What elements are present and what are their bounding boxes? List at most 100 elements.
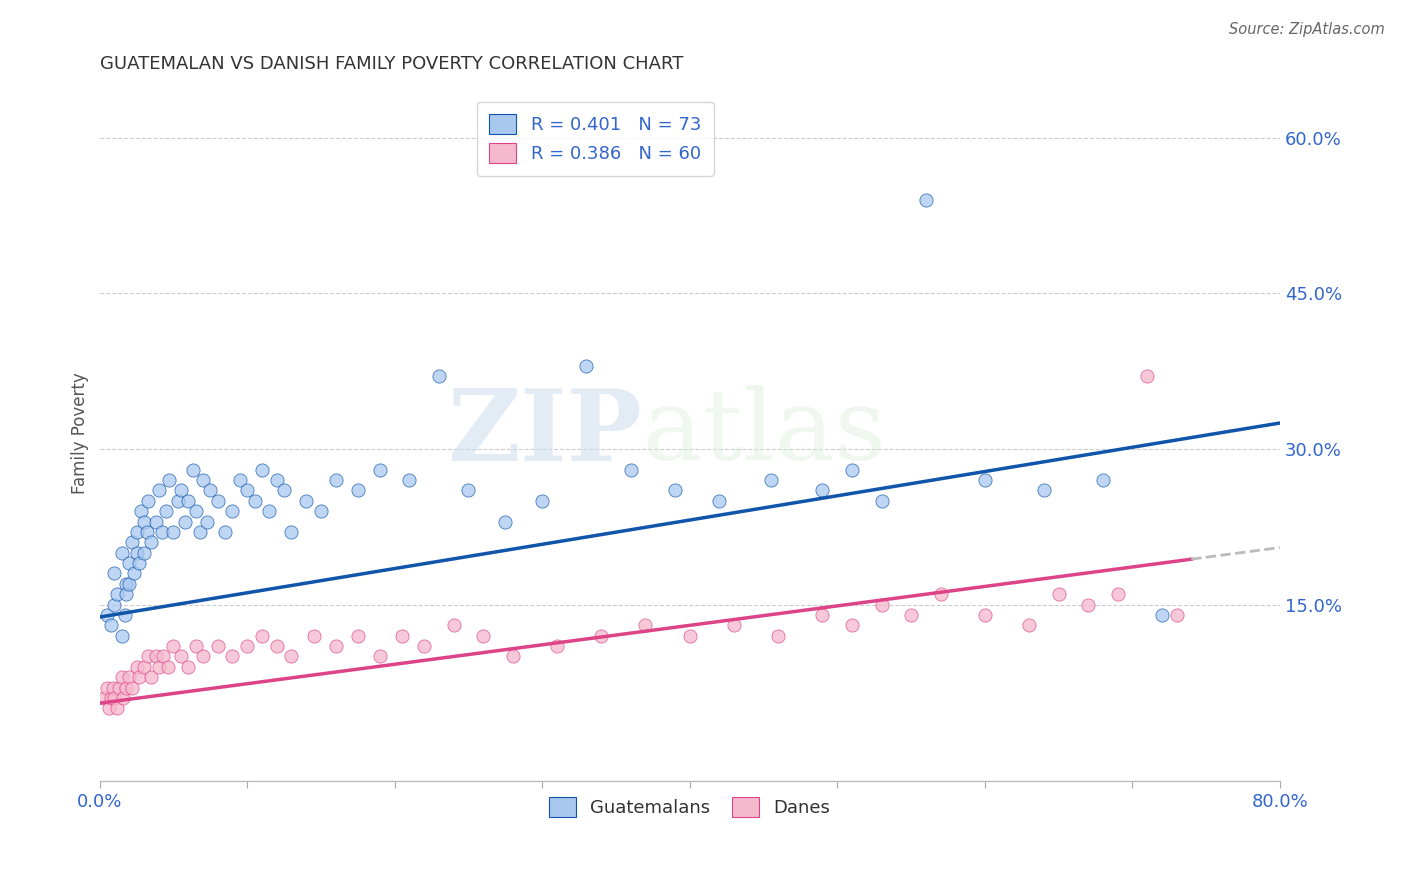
Point (427, 369, 450, 384)
Point (1136, 369, 1159, 384)
Point (114, 607, 136, 622)
Point (132, 660, 155, 674)
Point (93, 690, 115, 705)
Point (97, 701, 120, 715)
Point (141, 535, 163, 549)
Point (156, 660, 179, 674)
Point (679, 629, 702, 643)
Point (103, 690, 125, 705)
Point (973, 607, 995, 622)
Point (900, 607, 922, 622)
Point (111, 629, 134, 643)
Point (914, 193, 936, 207)
Point (841, 463, 863, 477)
Point (325, 639, 347, 653)
Point (191, 649, 214, 664)
Text: Source: ZipAtlas.com: Source: ZipAtlas.com (1229, 22, 1385, 37)
Text: GUATEMALAN VS DANISH FAMILY POVERTY CORRELATION CHART: GUATEMALAN VS DANISH FAMILY POVERTY CORR… (100, 55, 683, 73)
Point (973, 473, 995, 487)
Point (155, 504, 177, 518)
Point (811, 607, 834, 622)
Point (195, 515, 218, 529)
Point (221, 504, 243, 518)
Point (150, 524, 173, 539)
Point (170, 649, 193, 664)
Point (398, 473, 420, 487)
Point (546, 639, 568, 653)
Point (132, 515, 155, 529)
Point (1032, 483, 1054, 498)
Point (96, 681, 118, 695)
Point (1077, 598, 1099, 612)
Point (115, 587, 138, 601)
Point (103, 566, 125, 581)
Point (229, 473, 252, 487)
Point (125, 524, 148, 539)
Point (811, 483, 834, 498)
Point (870, 493, 893, 508)
Point (266, 473, 288, 487)
Point (166, 493, 188, 508)
Point (368, 463, 391, 477)
Point (162, 639, 184, 653)
Point (236, 483, 259, 498)
Point (443, 618, 465, 632)
Point (200, 483, 222, 498)
Point (121, 535, 143, 549)
Point (250, 629, 273, 643)
Point (1091, 473, 1114, 487)
Point (634, 618, 657, 632)
Point (184, 639, 207, 653)
Point (391, 629, 413, 643)
Point (145, 515, 167, 529)
Point (157, 473, 180, 487)
Point (368, 649, 391, 664)
Point (132, 546, 155, 560)
Point (112, 690, 135, 705)
Text: atlas: atlas (643, 385, 886, 482)
Point (162, 524, 184, 539)
Point (115, 577, 138, 591)
Point (138, 649, 160, 664)
Point (148, 483, 170, 498)
Point (280, 524, 302, 539)
Point (122, 566, 145, 581)
Point (502, 649, 524, 664)
Point (273, 483, 295, 498)
Point (115, 681, 138, 695)
Point (472, 629, 495, 643)
Point (152, 649, 174, 664)
Point (494, 515, 516, 529)
Point (1107, 587, 1129, 601)
Point (620, 463, 643, 477)
Point (280, 649, 302, 664)
Point (236, 639, 259, 653)
Point (177, 493, 200, 508)
Point (129, 504, 152, 518)
Point (243, 493, 266, 508)
Point (101, 681, 124, 695)
Point (207, 493, 229, 508)
Point (841, 618, 863, 632)
Point (128, 556, 150, 570)
Point (128, 670, 150, 684)
Point (145, 649, 167, 664)
Point (591, 629, 613, 643)
Point (118, 577, 141, 591)
Point (118, 670, 141, 684)
Point (170, 483, 193, 498)
Point (929, 587, 952, 601)
Point (118, 556, 141, 570)
Y-axis label: Family Poverty: Family Poverty (72, 373, 89, 494)
Point (100, 618, 122, 632)
Point (457, 483, 479, 498)
Point (103, 598, 125, 612)
Point (207, 639, 229, 653)
Point (768, 629, 790, 643)
Point (295, 493, 318, 508)
Point (174, 515, 197, 529)
Point (575, 359, 598, 373)
Point (723, 618, 745, 632)
Point (302, 629, 325, 643)
Point (759, 473, 782, 487)
